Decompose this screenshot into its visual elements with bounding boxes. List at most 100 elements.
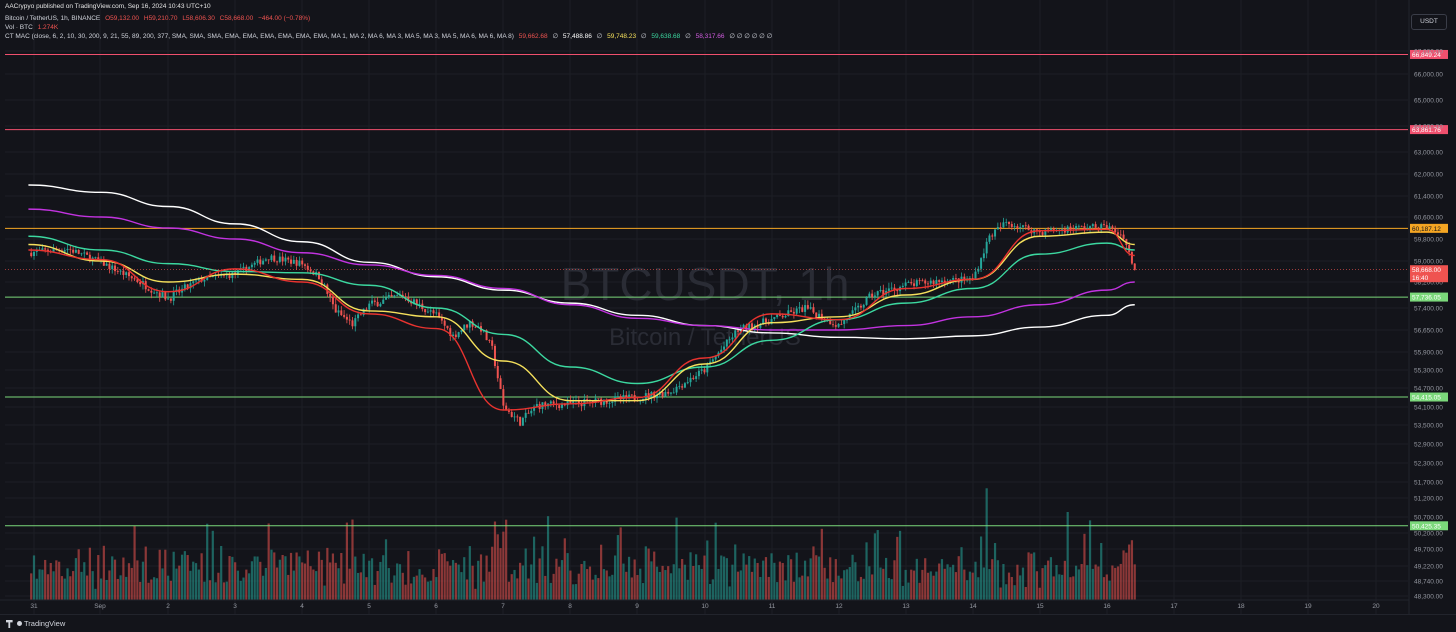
time-tick-label: 12 [835,603,843,610]
volume-bar [641,583,645,600]
candle-body [97,257,100,261]
volume-bar [1111,565,1114,600]
price-tick-label: 48,300.00 [1414,594,1443,601]
volume-bar [264,567,267,600]
candle-body [781,315,784,318]
volume-bar [510,574,513,600]
volume-bar [636,575,639,600]
volume-bar [823,567,826,600]
moving-average-2 [28,235,1135,385]
volume-bar [359,572,362,600]
volume-bar [988,569,991,600]
candle-body [373,300,376,302]
candle-body [516,416,519,418]
candle-body [493,345,496,367]
volume-bar [200,553,203,600]
footer-bar: TradingView [0,614,1456,632]
volume-bar [122,557,125,600]
volume-bar [164,549,167,600]
volume-bar [113,559,117,600]
candle-body [840,323,843,325]
volume-bar [907,582,910,600]
volume-bar [343,583,346,600]
volume-bar [605,570,608,600]
volume-bar [544,575,547,600]
volume-bar [1041,568,1044,600]
volume-bar [745,564,748,600]
candle-body [320,279,323,285]
currency-button[interactable]: USDT [1411,14,1447,30]
candle-body [535,404,538,407]
volume-bar [692,565,695,600]
level-label-1: 63,861.76 [1412,127,1441,134]
candle-body [1122,234,1125,240]
volume-bar [206,523,209,600]
tradingview-logo[interactable]: TradingView [6,619,65,629]
volume-bar [703,555,706,600]
candle-body [893,287,896,291]
volume-bar [971,572,974,600]
volume-bar [454,562,457,600]
candle-body [854,307,857,311]
candle-body [714,356,717,360]
change-value: −464.00 (−0.78%) [258,15,311,22]
time-tick-label: 3 [233,603,237,610]
indicator-tail: ∅ ∅ ∅ ∅ ∅ ∅ [729,33,773,40]
candle-body [552,401,555,404]
volume-bar [1100,543,1103,600]
candle-body [267,259,270,261]
volume-bar [1074,565,1078,600]
volume-bar [351,519,354,600]
last-price-countdown: 16:40 [1412,275,1429,282]
candle-body [1111,226,1114,229]
price-tick-label: 63,000.00 [1414,150,1443,157]
time-tick-label: 15 [1036,603,1044,610]
volume-bar [798,577,801,600]
time-tick-label: 11 [769,603,776,610]
symbol-name[interactable]: Bitcoin / TetherUS, 1h, BINANCE [5,15,101,22]
volume-bar [957,556,960,600]
volume-bar [519,562,522,600]
candle-body [1133,263,1136,270]
candle-body [954,277,957,279]
candle-body [927,283,929,285]
volume-bar [49,562,52,600]
volume-bar [960,547,963,600]
candle-body [432,310,435,314]
volume-bar [591,579,594,600]
volume-bar [826,578,829,600]
volume-bar [259,561,262,600]
volume-bar [639,568,642,600]
candle-body [616,396,619,397]
price-tick-label: 67,000.00 [1414,49,1443,56]
volume-bar [546,516,550,600]
candle-body [848,313,851,320]
candle-body [731,337,734,340]
time-tick-label: 19 [1304,603,1312,610]
watermark-symbol: BTCUSDT, 1h [561,258,850,310]
volume-line[interactable]: Vol · BTC 1.274K [5,24,61,32]
volume-bar [482,581,485,600]
volume-bar [1086,565,1089,600]
volume-bar [273,552,276,600]
volume-name[interactable]: Vol · BTC [5,24,33,31]
level-tag-4 [1410,392,1448,402]
candle-body [974,271,977,280]
volume-bar [1016,564,1019,600]
candle-body [996,227,999,230]
volume-bar [32,555,36,600]
volume-bar [619,527,622,600]
volume-bar [999,587,1002,600]
symbol-line[interactable]: Bitcoin / TetherUS, 1h, BINANCE O59,132.… [5,15,313,23]
volume-bar [1024,586,1027,600]
volume-bar [256,556,259,600]
volume-bar [192,561,195,600]
indicator-name[interactable]: CT MAC (close, 6, 2, 10, 30, 200, 9, 21,… [5,33,514,40]
volume-bar [111,556,114,600]
candle-body [1016,226,1019,229]
indicator-line[interactable]: CT MAC (close, 6, 2, 10, 30, 200, 9, 21,… [5,33,775,41]
volume-bar [781,562,784,600]
volume-bar [1116,566,1120,600]
volume-bar [854,562,857,600]
